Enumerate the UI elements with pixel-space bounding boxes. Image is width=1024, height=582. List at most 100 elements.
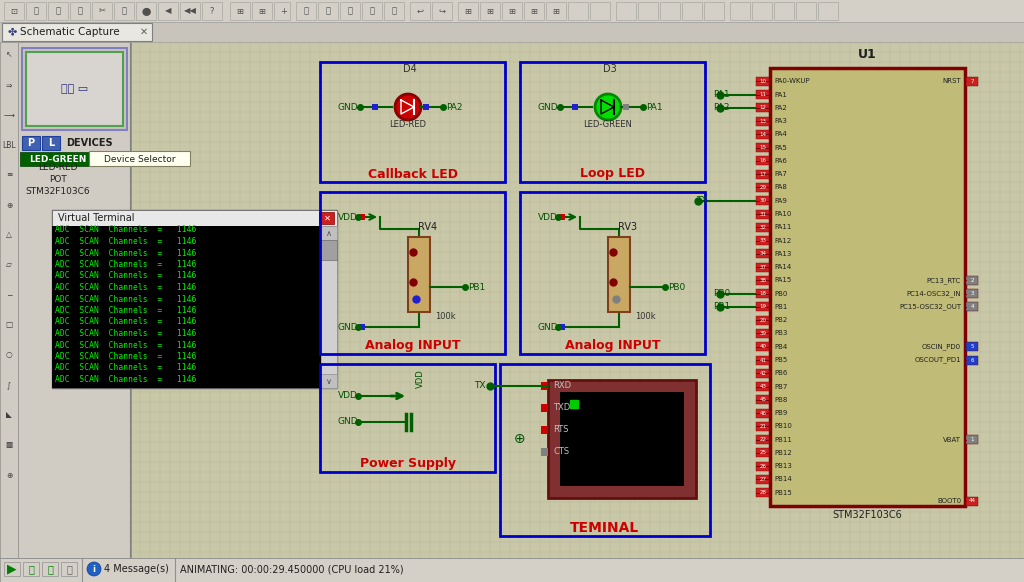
Text: PB0: PB0 xyxy=(668,282,685,292)
Text: L: L xyxy=(48,138,54,148)
Text: ∧: ∧ xyxy=(326,229,332,237)
Text: PB9: PB9 xyxy=(774,410,787,416)
Text: OSCIN_PD0: OSCIN_PD0 xyxy=(922,343,961,350)
Bar xyxy=(682,2,702,20)
Text: ⊕: ⊕ xyxy=(514,432,525,446)
Bar xyxy=(384,2,404,20)
Bar xyxy=(22,136,40,150)
Text: ⏹: ⏹ xyxy=(67,564,72,574)
Bar xyxy=(541,426,548,434)
Bar xyxy=(520,192,705,354)
Text: 14: 14 xyxy=(760,132,767,137)
Bar xyxy=(52,210,337,226)
Text: 🔍: 🔍 xyxy=(370,6,375,16)
Bar xyxy=(359,324,365,330)
Bar xyxy=(22,48,127,130)
Text: NRST: NRST xyxy=(942,78,961,84)
Text: TEMINAL: TEMINAL xyxy=(570,521,640,535)
Text: ≡: ≡ xyxy=(6,171,12,179)
Text: Schematic Capture: Schematic Capture xyxy=(20,27,120,37)
Bar xyxy=(0,0,1024,22)
Bar xyxy=(541,448,548,456)
Text: ⊕: ⊕ xyxy=(6,470,12,480)
Bar xyxy=(756,170,769,179)
Bar xyxy=(756,183,769,192)
Bar xyxy=(756,289,769,298)
Bar xyxy=(340,2,360,20)
Text: PA3: PA3 xyxy=(774,118,786,124)
Text: ⊞: ⊞ xyxy=(553,6,559,16)
Text: ↩: ↩ xyxy=(417,6,424,16)
Bar xyxy=(92,2,112,20)
Bar xyxy=(756,130,769,139)
Bar xyxy=(423,104,429,110)
Text: 100k: 100k xyxy=(635,312,655,321)
Bar xyxy=(319,212,334,224)
Bar xyxy=(756,475,769,484)
Text: ADC  SCAN  Channels  =   1146: ADC SCAN Channels = 1146 xyxy=(55,225,197,235)
Bar xyxy=(756,196,769,205)
Bar xyxy=(42,136,60,150)
Bar xyxy=(114,2,134,20)
Bar xyxy=(70,2,90,20)
Text: ADC  SCAN  Channels  =   1146: ADC SCAN Channels = 1146 xyxy=(55,340,197,350)
Text: D4: D4 xyxy=(403,64,417,74)
Bar xyxy=(42,562,58,576)
Text: TX: TX xyxy=(696,196,708,205)
Bar xyxy=(362,2,382,20)
Text: PA1: PA1 xyxy=(774,91,786,98)
Text: VDD: VDD xyxy=(538,212,558,222)
Text: CTS: CTS xyxy=(553,448,569,456)
Bar xyxy=(0,558,1024,582)
Text: PB15: PB15 xyxy=(774,489,792,496)
Text: 10: 10 xyxy=(760,79,767,84)
Bar xyxy=(660,2,680,20)
Bar xyxy=(774,2,794,20)
Text: 39: 39 xyxy=(760,331,767,336)
Text: VDD: VDD xyxy=(416,369,425,388)
Text: ADC  SCAN  Channels  =   1146: ADC SCAN Channels = 1146 xyxy=(55,249,197,257)
Text: OSCOUT_PD1: OSCOUT_PD1 xyxy=(914,357,961,363)
Bar xyxy=(524,2,544,20)
Bar xyxy=(966,435,978,444)
Text: PC14-OSC32_IN: PC14-OSC32_IN xyxy=(906,290,961,297)
Text: 16: 16 xyxy=(760,158,767,164)
Text: 🔍: 🔍 xyxy=(347,6,352,16)
Text: ⊞: ⊞ xyxy=(465,6,471,16)
Bar xyxy=(756,448,769,457)
Text: 25: 25 xyxy=(760,450,767,455)
Text: 41: 41 xyxy=(760,357,767,363)
Text: PA12: PA12 xyxy=(774,237,792,243)
Bar xyxy=(319,192,505,354)
Text: Callback LED: Callback LED xyxy=(368,168,458,180)
Text: 45: 45 xyxy=(760,398,767,402)
Bar xyxy=(541,382,548,390)
Text: LED-RED: LED-RED xyxy=(38,164,78,172)
Text: 31: 31 xyxy=(760,211,767,217)
Bar xyxy=(572,104,578,110)
Text: 15: 15 xyxy=(760,145,767,150)
Bar xyxy=(136,2,156,20)
Bar xyxy=(756,422,769,431)
Bar xyxy=(202,2,222,20)
Text: PB11: PB11 xyxy=(774,436,792,443)
Text: GND: GND xyxy=(538,102,558,112)
Text: GND: GND xyxy=(338,102,358,112)
Text: ⊞: ⊞ xyxy=(509,6,515,16)
Text: ADC  SCAN  Channels  =   1146: ADC SCAN Channels = 1146 xyxy=(55,375,197,384)
Text: 20: 20 xyxy=(760,318,767,322)
Bar xyxy=(756,369,769,378)
Text: 3: 3 xyxy=(971,291,974,296)
Text: PB7: PB7 xyxy=(774,384,787,389)
Bar xyxy=(966,303,978,311)
Text: 100k: 100k xyxy=(435,312,456,321)
Text: PB1: PB1 xyxy=(468,282,485,292)
Text: RTS: RTS xyxy=(553,425,568,435)
Bar xyxy=(158,2,178,20)
Text: 34: 34 xyxy=(760,251,767,256)
Text: 17: 17 xyxy=(760,172,767,177)
Text: +: + xyxy=(281,6,288,16)
Text: 🔍: 🔍 xyxy=(391,6,396,16)
Text: 19: 19 xyxy=(760,304,767,310)
Text: POT: POT xyxy=(49,176,67,184)
